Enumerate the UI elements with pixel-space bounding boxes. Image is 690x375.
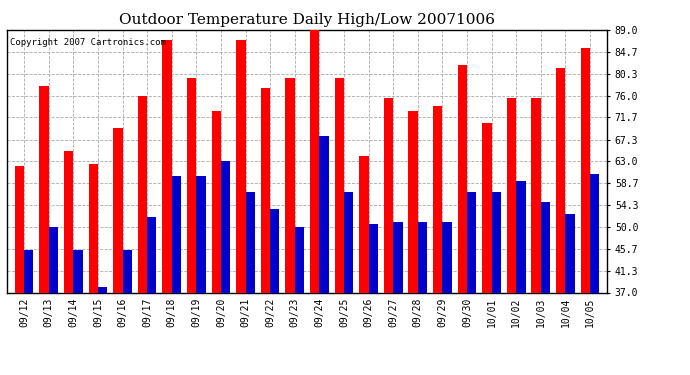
Bar — [64, 151, 73, 375]
Bar — [541, 202, 550, 375]
Title: Outdoor Temperature Daily High/Low 20071006: Outdoor Temperature Daily High/Low 20071… — [119, 13, 495, 27]
Bar — [433, 106, 442, 375]
Bar — [113, 128, 123, 375]
Bar — [197, 176, 206, 375]
Bar — [123, 250, 132, 375]
Bar — [24, 250, 34, 375]
Bar — [393, 222, 402, 375]
Bar — [556, 68, 565, 375]
Bar — [138, 96, 147, 375]
Bar — [507, 98, 516, 375]
Bar — [408, 111, 417, 375]
Bar — [384, 98, 393, 375]
Text: Copyright 2007 Cartronics.com: Copyright 2007 Cartronics.com — [10, 38, 166, 47]
Bar — [417, 222, 427, 375]
Bar — [147, 217, 157, 375]
Bar — [516, 182, 526, 375]
Bar — [368, 224, 378, 375]
Bar — [467, 192, 476, 375]
Bar — [212, 111, 221, 375]
Bar — [246, 192, 255, 375]
Bar — [310, 25, 319, 375]
Bar — [270, 209, 279, 375]
Bar — [580, 48, 590, 375]
Bar — [565, 214, 575, 375]
Bar — [187, 78, 197, 375]
Bar — [172, 176, 181, 375]
Bar — [286, 78, 295, 375]
Bar — [335, 78, 344, 375]
Bar — [236, 40, 246, 375]
Bar — [482, 123, 491, 375]
Bar — [162, 40, 172, 375]
Bar — [73, 250, 83, 375]
Bar — [442, 222, 452, 375]
Bar — [295, 227, 304, 375]
Bar — [14, 166, 24, 375]
Bar — [491, 192, 501, 375]
Bar — [49, 227, 58, 375]
Bar — [590, 174, 600, 375]
Bar — [221, 161, 230, 375]
Bar — [319, 136, 328, 375]
Bar — [359, 156, 368, 375]
Bar — [531, 98, 541, 375]
Bar — [457, 65, 467, 375]
Bar — [88, 164, 98, 375]
Bar — [98, 288, 107, 375]
Bar — [261, 88, 270, 375]
Bar — [39, 86, 49, 375]
Bar — [344, 192, 353, 375]
